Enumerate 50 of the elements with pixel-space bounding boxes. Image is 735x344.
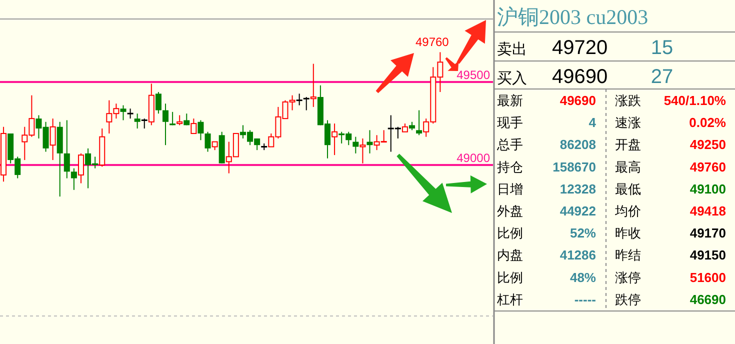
text: 总手 — [496, 137, 523, 152]
text: ----- — [574, 292, 596, 307]
text: 49250 — [690, 137, 726, 152]
text: 540/1.10% — [664, 93, 726, 108]
text: 52% — [570, 226, 596, 241]
y-tick-label: 49500 — [456, 68, 490, 82]
text: 最高 — [615, 159, 641, 174]
text: 买入 — [497, 70, 527, 87]
text: 最新 — [497, 93, 523, 108]
text: 12328 — [560, 181, 596, 196]
text: 49100 — [690, 181, 726, 196]
text: 158670 — [552, 159, 596, 174]
text: 49760 — [690, 159, 726, 174]
text: 外盘 — [497, 204, 523, 218]
annotation: 49760 — [415, 35, 450, 50]
text: 46690 — [690, 292, 726, 307]
text: 48% — [570, 270, 596, 285]
text: 最低 — [615, 181, 641, 196]
text: 0.02% — [689, 115, 726, 130]
text: 昨结 — [615, 248, 641, 263]
text: 51600 — [690, 270, 726, 285]
text: 均价 — [614, 204, 641, 218]
text: 49690 — [552, 66, 608, 88]
text: 49720 — [552, 37, 608, 59]
text: 沪铜2003 cu2003 — [497, 5, 648, 29]
text: 44922 — [560, 204, 596, 218]
text: 比例 — [497, 270, 523, 285]
text: 41286 — [560, 248, 596, 263]
text: 速涨 — [615, 115, 641, 130]
text: 49170 — [690, 226, 726, 241]
text: 49690 — [560, 93, 596, 108]
text: 杠杆 — [496, 292, 523, 307]
text: 持仓 — [497, 159, 523, 174]
text: 日增 — [497, 181, 523, 196]
text: 内盘 — [497, 248, 523, 263]
text: 开盘 — [615, 137, 641, 152]
text: 49150 — [690, 248, 726, 263]
text: 比例 — [497, 226, 523, 241]
text: 现手 — [497, 115, 523, 130]
text: 涨停 — [615, 270, 641, 285]
text: 27 — [650, 66, 674, 88]
text: 15 — [650, 37, 674, 59]
text: 昨收 — [615, 226, 641, 241]
text: 86208 — [560, 137, 596, 152]
text: 跌停 — [615, 292, 641, 307]
text: 49418 — [690, 204, 726, 218]
text: 卖出 — [497, 41, 527, 58]
text: 4 — [588, 115, 597, 130]
text: 涨跌 — [615, 93, 641, 108]
y-tick-label: 49000 — [456, 151, 490, 166]
